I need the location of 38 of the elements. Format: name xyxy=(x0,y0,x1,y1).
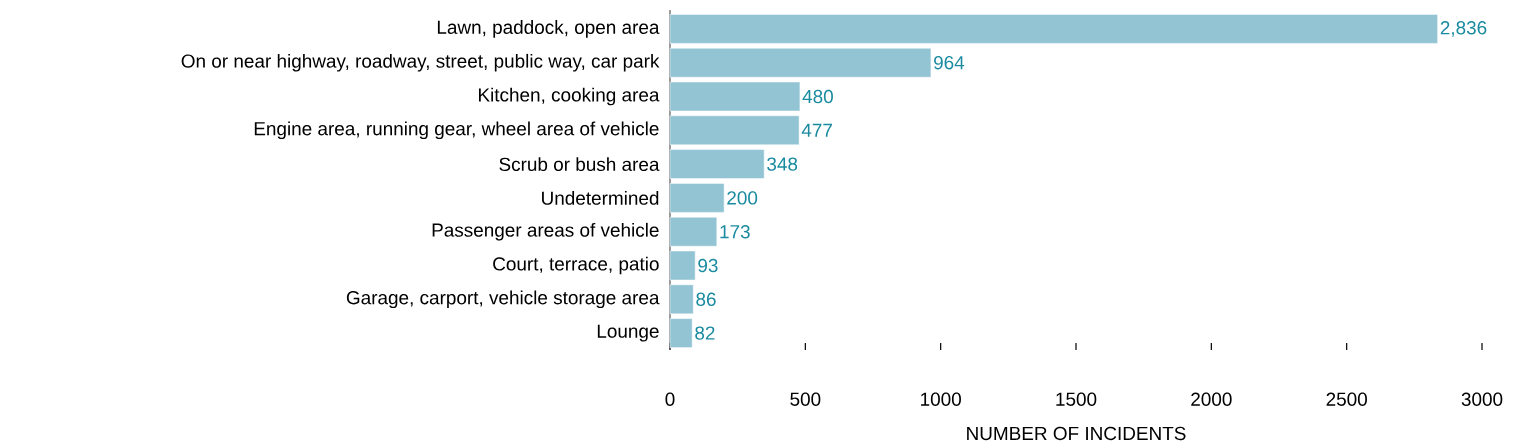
data-label: 86 xyxy=(696,292,716,307)
bar xyxy=(669,115,800,146)
x-tick-label: 2500 xyxy=(1326,392,1367,406)
data-label: 82 xyxy=(695,326,715,340)
x-tick-label: 1500 xyxy=(1056,392,1097,406)
y-tick-label: On or near highway, roadway, street, public way, car park xyxy=(181,53,660,72)
data-label: 93 xyxy=(698,258,718,273)
data-label: 964 xyxy=(934,56,965,70)
bar xyxy=(669,183,725,213)
x-tick-label: 0 xyxy=(665,392,675,406)
data-label: 480 xyxy=(802,89,833,104)
y-tick-label: Kitchen, cooking area xyxy=(478,87,660,106)
data-label: 2,836 xyxy=(1440,21,1487,37)
bar xyxy=(669,250,696,281)
y-tick-label: Lounge xyxy=(597,324,659,342)
y-tick-label: Undetermined xyxy=(542,190,659,205)
bar xyxy=(669,216,718,247)
y-tick-label: Scrub or bush area xyxy=(499,157,660,172)
data-label: 173 xyxy=(720,225,750,239)
y-tick-label: Garage, carport, vehicle storage area xyxy=(346,290,660,309)
data-label: 200 xyxy=(727,191,758,205)
x-tick-label: 500 xyxy=(790,392,821,406)
data-label: 348 xyxy=(767,157,798,171)
y-tick-label: Engine area, running gear, wheel area of vehicle xyxy=(254,121,659,140)
y-tick-label: Court, terrace, patio xyxy=(493,256,659,275)
y-tick-label: Lawn, paddock, open area xyxy=(437,20,660,38)
y-tick-label: Passenger areas of vehicle xyxy=(432,222,659,241)
x-axis-title: NUMBER OF INCIDENTS xyxy=(967,426,1186,441)
bar xyxy=(669,14,1438,44)
x-tick-label: 1000 xyxy=(921,392,961,406)
data-label: 477 xyxy=(801,123,832,137)
bar xyxy=(669,47,932,78)
bar xyxy=(669,149,765,179)
x-tick-label: 2000 xyxy=(1191,392,1232,406)
bar xyxy=(669,284,694,315)
bar xyxy=(669,81,801,112)
x-tick-label: 3000 xyxy=(1461,392,1503,406)
bar xyxy=(669,318,693,348)
